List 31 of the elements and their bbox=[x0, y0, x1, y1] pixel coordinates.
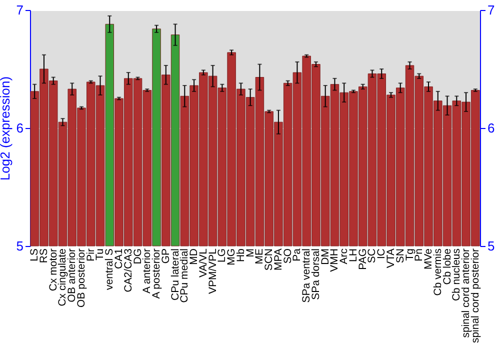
y2-tick-label: 5 bbox=[488, 238, 495, 254]
x-tick-label: ME bbox=[254, 248, 266, 264]
x-tick-label: Tg bbox=[404, 248, 416, 261]
x-tick-label: Cb lobe bbox=[441, 248, 454, 285]
x-tick-label: VMH bbox=[328, 248, 341, 272]
x-tick-label: DG bbox=[132, 248, 144, 264]
x-tick-label: SN bbox=[394, 248, 406, 264]
x-tick-label: LG bbox=[216, 248, 228, 263]
y-axis-title: Log2 (expression) bbox=[0, 76, 12, 181]
x-tick-label: Tu bbox=[94, 248, 106, 260]
x-tick-label: Cx cingulate bbox=[56, 248, 69, 306]
x-tick-label: A anterior bbox=[141, 248, 154, 294]
x-tick-label: Cb nucleus bbox=[450, 248, 463, 302]
y-tick-label: 5 bbox=[16, 238, 24, 254]
x-tick-label: VPM/VPL bbox=[206, 248, 219, 294]
x-tick-label: SO bbox=[282, 248, 294, 264]
y-tick-label: 6 bbox=[16, 120, 24, 136]
x-tick-label: SC bbox=[366, 248, 378, 264]
x-tick-label: Pn bbox=[413, 248, 426, 262]
x-tick-label: CPu medial bbox=[178, 248, 191, 303]
x-tick-label: Pa bbox=[291, 248, 304, 262]
x-tick-label: ventral S bbox=[104, 248, 116, 290]
y2-tick-label: 7 bbox=[488, 2, 495, 18]
x-tick-label: Hb bbox=[234, 248, 247, 262]
x-tick-label: M bbox=[244, 248, 256, 258]
y-tick-label: 7 bbox=[16, 2, 24, 18]
x-tick-label: Pir bbox=[84, 248, 97, 262]
x-tick-label: DM bbox=[319, 248, 332, 265]
y2-tick-label: 6 bbox=[488, 120, 495, 136]
x-tick-label: PAG bbox=[356, 248, 369, 270]
x-tick-label: SPa dorsal bbox=[310, 248, 322, 300]
